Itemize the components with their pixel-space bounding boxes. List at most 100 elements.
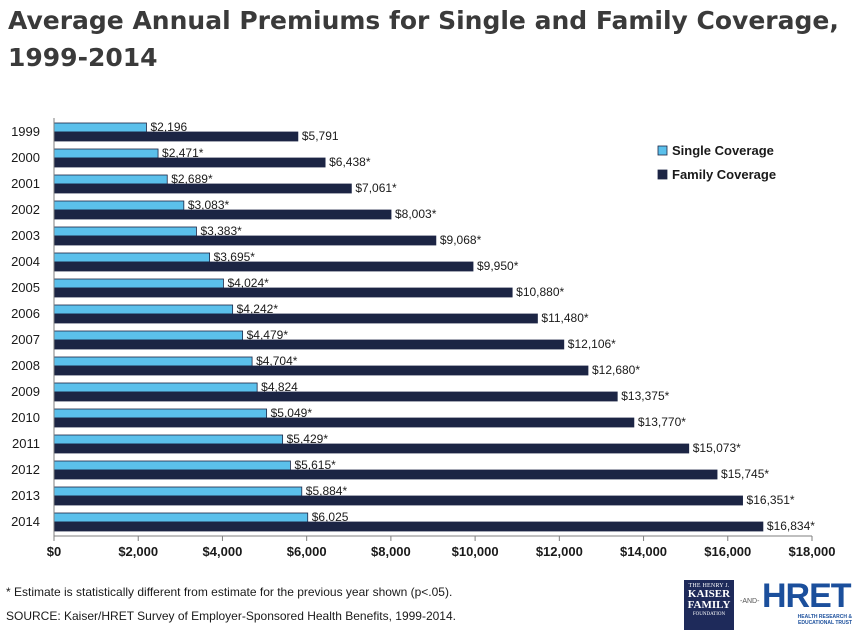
family-coverage-bar xyxy=(53,183,352,194)
chart-title: Average Annual Premiums for Single and F… xyxy=(8,6,839,72)
x-tick-label: $2,000 xyxy=(118,544,158,559)
x-tick-label: $12,000 xyxy=(536,544,583,559)
single-coverage-bar xyxy=(53,486,303,497)
data-label: $5,615* xyxy=(294,458,336,472)
legend-label-single: Single Coverage xyxy=(672,143,774,158)
data-label: $5,791 xyxy=(302,129,339,143)
single-coverage-bar xyxy=(53,122,147,133)
family-coverage-bar xyxy=(53,157,326,168)
single-coverage-bar xyxy=(53,330,244,341)
family-coverage-bar xyxy=(53,469,718,480)
x-tick-label: $0 xyxy=(47,544,61,559)
category-label: 1999 xyxy=(11,124,40,139)
single-coverage-bar xyxy=(53,200,185,211)
data-label: $16,351* xyxy=(747,493,795,507)
data-label: $2,196 xyxy=(150,120,187,134)
single-coverage-bar xyxy=(53,304,234,315)
data-label: $3,083* xyxy=(188,198,230,212)
family-coverage-bar xyxy=(53,443,690,454)
data-label: $9,068* xyxy=(440,233,482,247)
legend-swatch-family xyxy=(657,169,668,180)
data-label: $4,704* xyxy=(256,354,298,368)
x-tick-label: $18,000 xyxy=(789,544,836,559)
data-label: $9,950* xyxy=(477,259,519,273)
family-coverage-bar xyxy=(53,391,618,402)
x-tick-label: $10,000 xyxy=(452,544,499,559)
hret-logo: HRET HEALTH RESEARCH & EDUCATIONAL TRUST xyxy=(762,577,852,626)
single-coverage-bar xyxy=(53,356,253,367)
family-coverage-bar xyxy=(53,339,565,350)
category-label: 2008 xyxy=(11,358,40,373)
data-label: $4,242* xyxy=(237,302,279,316)
x-tick-label: $16,000 xyxy=(704,544,751,559)
category-label: 2005 xyxy=(11,280,40,295)
single-coverage-bar xyxy=(53,278,224,289)
x-tick-label: $14,000 xyxy=(620,544,667,559)
x-tick-label: $8,000 xyxy=(371,544,411,559)
data-label: $15,745* xyxy=(721,467,769,481)
data-label: $6,438* xyxy=(329,155,371,169)
data-label: $12,106* xyxy=(568,337,616,351)
logo-separator: -AND- xyxy=(740,598,760,605)
data-label: $6,025 xyxy=(312,510,349,524)
category-label: 2006 xyxy=(11,306,40,321)
single-coverage-bar xyxy=(53,382,258,393)
category-label: 2000 xyxy=(11,150,40,165)
single-coverage-bar xyxy=(53,252,211,263)
data-label: $16,834* xyxy=(767,519,815,533)
data-label: $12,680* xyxy=(592,363,640,377)
single-coverage-bar xyxy=(53,512,309,523)
data-label: $11,480* xyxy=(541,311,588,325)
single-coverage-bar xyxy=(53,460,291,471)
source-note: SOURCE: Kaiser/HRET Survey of Employer-S… xyxy=(6,609,456,623)
category-label: 2002 xyxy=(11,202,40,217)
data-label: $4,479* xyxy=(247,328,289,342)
family-coverage-bar xyxy=(53,235,437,246)
family-coverage-bar xyxy=(53,365,589,376)
legend-label-family: Family Coverage xyxy=(672,167,776,182)
category-label: 2012 xyxy=(11,462,40,477)
data-label: $7,061* xyxy=(355,181,397,195)
category-label: 2014 xyxy=(11,514,40,529)
family-coverage-bar xyxy=(53,313,538,324)
data-label: $8,003* xyxy=(395,207,437,221)
data-label: $5,049* xyxy=(271,406,313,420)
single-coverage-bar xyxy=(53,226,197,237)
x-tick-label: $6,000 xyxy=(287,544,327,559)
category-label: 2004 xyxy=(11,254,40,269)
category-label: 2009 xyxy=(11,384,40,399)
data-label: $3,695* xyxy=(214,250,256,264)
category-label: 2013 xyxy=(11,488,40,503)
family-coverage-bar xyxy=(53,209,392,220)
single-coverage-bar xyxy=(53,174,168,185)
data-label: $2,471* xyxy=(162,146,204,160)
data-label: $13,770* xyxy=(638,415,686,429)
kff-logo: THE HENRY J. KAISER FAMILY FOUNDATION xyxy=(684,580,734,630)
category-label: 2001 xyxy=(11,176,40,191)
category-label: 2011 xyxy=(12,436,40,451)
legend-swatch-single xyxy=(657,145,668,156)
footnote: * Estimate is statistically different fr… xyxy=(6,585,453,599)
data-label: $10,880* xyxy=(516,285,564,299)
family-coverage-bar xyxy=(53,131,299,142)
data-label: $5,884* xyxy=(306,484,348,498)
category-label: 2010 xyxy=(11,410,40,425)
family-coverage-bar xyxy=(53,521,764,532)
single-coverage-bar xyxy=(53,148,159,159)
family-coverage-bar xyxy=(53,495,743,506)
single-coverage-bar xyxy=(53,408,268,419)
bar-chart: 1999 $2,196 $5,791 2000 $2,471* $6,438* 2001 $2… xyxy=(11,118,836,559)
data-label: $2,689* xyxy=(171,172,213,186)
data-label: $3,383* xyxy=(200,224,242,238)
family-coverage-bar xyxy=(53,287,513,298)
family-coverage-bar xyxy=(53,417,635,428)
single-coverage-bar xyxy=(53,434,284,445)
data-label: $4,024* xyxy=(227,276,269,290)
data-label: $5,429* xyxy=(287,432,329,446)
data-label: $4,824 xyxy=(261,380,298,394)
data-label: $15,073* xyxy=(693,441,741,455)
family-coverage-bar xyxy=(53,261,474,272)
data-label: $13,375* xyxy=(621,389,669,403)
category-label: 2003 xyxy=(11,228,40,243)
x-tick-label: $4,000 xyxy=(203,544,243,559)
